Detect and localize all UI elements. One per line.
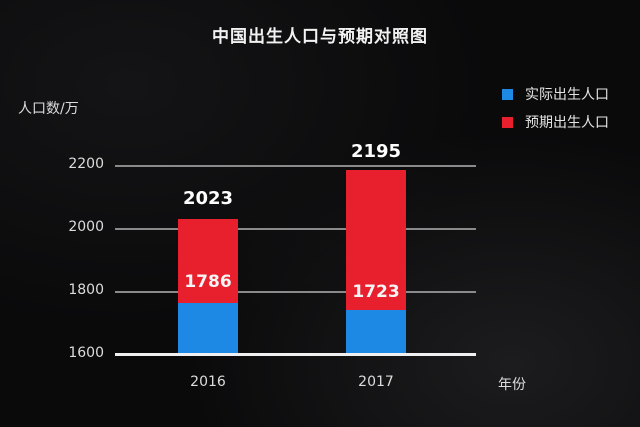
bar-2017-total-label: 2195 [350,141,402,162]
x-tick-2017: 2017 [358,374,394,390]
bar-2016-total-label: 2023 [182,188,234,209]
bar-2017-actual-label: 1723 [352,282,400,302]
legend-item-expected: 预期出生人口 [502,108,609,136]
bar-2016-actual-label: 1786 [184,272,232,292]
y-tick-2000: 2000 [68,219,104,235]
chart-title: 中国出生人口与预期对照图 [212,27,428,47]
y-tick-2200: 2200 [68,156,104,172]
legend: 实际出生人口 预期出生人口 [502,80,609,136]
y-tick-1600: 1600 [68,345,104,361]
gridline-1800 [115,291,476,293]
legend-label: 预期出生人口 [525,115,609,131]
bar-2016-actual [178,303,238,354]
bar-2016 [178,219,238,354]
legend-swatch-red-icon [502,116,513,128]
gridline-2200 [115,165,476,167]
bar-2017 [346,170,406,354]
legend-item-actual: 实际出生人口 [502,80,609,108]
x-axis-baseline [115,353,476,356]
legend-swatch-blue-icon [502,88,513,100]
legend-label: 实际出生人口 [525,87,609,103]
gridline-2000 [115,228,476,230]
bar-2016-expected [178,219,238,303]
y-axis-label: 人口数/万 [18,101,79,117]
x-tick-2016: 2016 [190,374,226,390]
bar-2017-actual [346,310,406,354]
y-tick-1800: 1800 [68,282,104,298]
x-axis-label: 年份 [498,377,526,393]
bar-2017-expected [346,170,406,310]
